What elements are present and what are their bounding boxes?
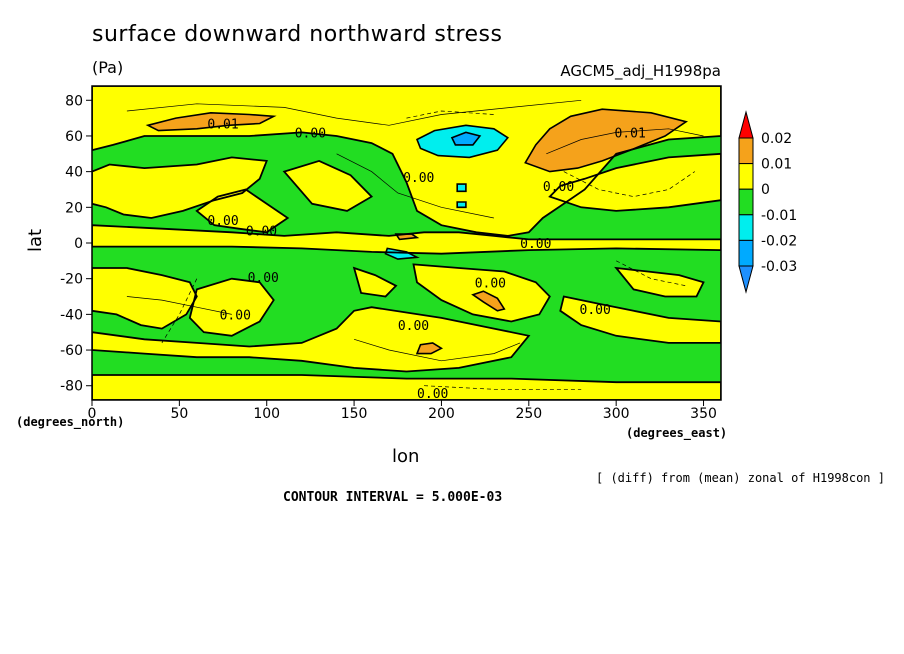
x-tick-label-7: 350 — [690, 406, 717, 422]
thin-contour-2 — [546, 128, 704, 155]
contour-label-4: 0.00 — [543, 180, 574, 195]
level-region-3 — [415, 342, 444, 355]
contour-label-0: 0.01 — [207, 117, 238, 132]
thin-contour-0 — [126, 99, 582, 126]
contour-label-7: 0.00 — [520, 237, 551, 252]
zero-contour-10 — [92, 374, 721, 400]
zero-contour-9 — [92, 306, 531, 373]
colorbar-band-3 — [738, 188, 754, 216]
zero-contour-6 — [188, 277, 275, 337]
zero-contour-7 — [412, 263, 551, 323]
field-layer: 0.01 0.00 0.01 0.00 0.00 0.00 0.00 0.00 0.00 0.00… — [92, 86, 721, 402]
positive-region-4 — [549, 153, 721, 211]
positive-region-12 — [354, 268, 396, 297]
zero-contour-8 — [559, 295, 721, 344]
contour-label-5: 0.00 — [207, 214, 238, 229]
level-region-1 — [524, 108, 689, 173]
units-label: (Pa) — [92, 58, 124, 77]
x-tick-label-2: 100 — [253, 406, 280, 422]
positive-region-11 — [284, 160, 372, 211]
contour-label-11: 0.00 — [220, 308, 251, 323]
positive-region-13 — [616, 268, 704, 297]
colorbar-label-5: -0.03 — [761, 259, 797, 275]
colorbar-band-1 — [738, 137, 754, 165]
x-tick-label-4: 200 — [428, 406, 455, 422]
zero-contour-2 — [92, 224, 721, 255]
y-tick-label-7: -60 — [60, 343, 83, 359]
y-tick-label-6: -40 — [60, 307, 83, 323]
dashed-contour-4 — [423, 385, 582, 390]
x-tick-label-1: 50 — [170, 406, 188, 422]
x-tick-label-5: 250 — [515, 406, 542, 422]
colorbar-label-2: 0 — [761, 182, 770, 198]
positive-region-3 — [196, 189, 288, 233]
y-tick-label-8: -80 — [60, 379, 83, 395]
zero-contour-12 — [352, 266, 398, 298]
y-tick-label-4: 0 — [74, 236, 83, 252]
contour-label-6: 0.00 — [246, 225, 277, 240]
y-tick-label-5: -20 — [60, 272, 83, 288]
zero-contour-0 — [92, 86, 721, 237]
contour-label-3: 0.00 — [403, 171, 434, 186]
run-name: AGCM5_adj_H1998pa — [560, 62, 721, 80]
thin-contour-3 — [353, 338, 521, 362]
contour-label-1: 0.00 — [295, 126, 326, 141]
x-tick-label-0: 0 — [88, 406, 97, 422]
colorbar-band-4 — [738, 214, 754, 241]
contour-label-9: 0.00 — [475, 276, 506, 291]
x-axis-unit: (degrees_east) — [626, 426, 728, 440]
x-axis-label: lon — [392, 446, 420, 467]
y-tick-label-3: 20 — [65, 200, 83, 216]
zero-contour-1 — [92, 156, 268, 219]
level-region-6 — [456, 183, 467, 193]
zero-contour-11 — [282, 159, 374, 212]
colorbar-band-2 — [738, 163, 754, 190]
contour-interval: CONTOUR INTERVAL = 5.000E-03 — [283, 490, 503, 505]
colorbar-label-0: 0.02 — [761, 131, 792, 147]
level-region-0 — [145, 111, 277, 132]
chart-title: surface downward northward stress — [92, 22, 503, 47]
colorbar-bottom-arrow — [738, 265, 754, 294]
thin-contour-4 — [126, 296, 232, 315]
colorbar-label-3: -0.01 — [761, 208, 797, 224]
contour-label-2: 0.01 — [614, 126, 645, 141]
zero-contour-13 — [614, 266, 705, 298]
colorbar-band-5 — [738, 239, 754, 267]
y-axis-label: lat — [25, 228, 47, 253]
dashed-contour-0 — [563, 171, 695, 197]
y-tick-label-2: 40 — [65, 165, 83, 181]
colorbar-top-arrow — [738, 110, 754, 139]
level-region-2 — [471, 290, 506, 312]
y-tick-label-0: 80 — [65, 93, 83, 109]
contour-label-10: 0.00 — [580, 303, 611, 318]
thin-contour-1 — [336, 153, 494, 219]
zero-contour-4 — [548, 152, 721, 212]
diff-note: [ (diff) from (mean) zonal of H1998con ] — [596, 471, 885, 485]
x-tick-label-6: 300 — [603, 406, 630, 422]
positive-region-8 — [560, 296, 721, 343]
positive-region-1 — [92, 157, 267, 218]
colorbar-label-1: 0.01 — [761, 157, 792, 173]
level-region-7 — [456, 201, 467, 209]
y-axis-unit: (degrees_north) — [16, 415, 125, 429]
dashed-contour-2 — [406, 110, 494, 119]
level-region-8 — [450, 131, 482, 146]
positive-region-6 — [189, 278, 274, 336]
contour-label-12: 0.00 — [398, 319, 429, 334]
zero-contour-5 — [92, 267, 198, 330]
y-tick-label-1: 60 — [65, 129, 83, 145]
contour-label-8: 0.00 — [248, 271, 279, 286]
colorbar-label-4: -0.02 — [761, 233, 797, 249]
dashed-contour-1 — [616, 260, 687, 287]
zero-contour-3 — [195, 188, 290, 234]
x-tick-label-3: 150 — [341, 406, 368, 422]
contour-label-13: 0.00 — [417, 387, 448, 402]
